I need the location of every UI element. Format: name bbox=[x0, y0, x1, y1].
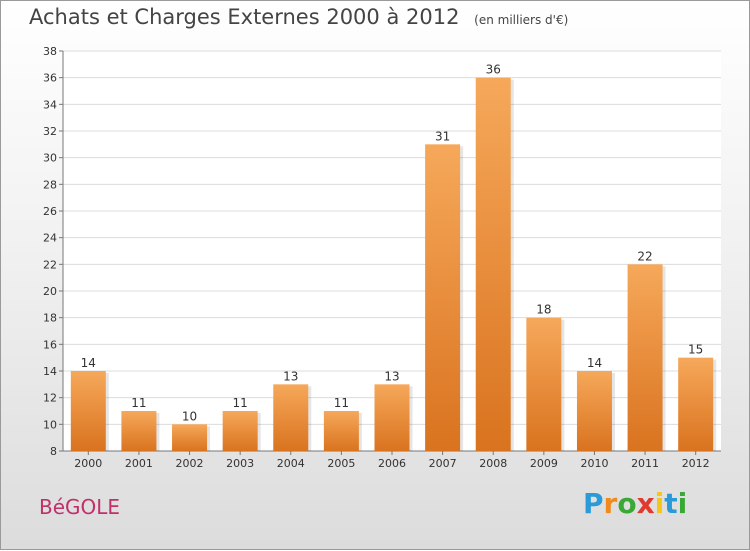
y-tick-label: 22 bbox=[43, 258, 57, 271]
bar-value-label: 22 bbox=[637, 249, 652, 263]
x-tick-label: 2006 bbox=[378, 457, 406, 470]
x-tick-label: 2007 bbox=[429, 457, 457, 470]
x-tick-label: 2004 bbox=[277, 457, 305, 470]
bar bbox=[121, 411, 157, 451]
bar-value-label: 31 bbox=[435, 129, 450, 143]
bar-value-label: 10 bbox=[182, 409, 197, 423]
bar-value-label: 36 bbox=[486, 63, 501, 77]
x-tick-label: 2008 bbox=[479, 457, 507, 470]
y-tick-label: 32 bbox=[43, 125, 57, 138]
y-tick-label: 20 bbox=[43, 285, 57, 298]
logo-letter: t bbox=[664, 487, 678, 520]
bar bbox=[374, 384, 410, 451]
y-tick-label: 14 bbox=[43, 365, 57, 378]
bar-value-label: 11 bbox=[131, 396, 146, 410]
proxiti-logo: Proxiti bbox=[583, 487, 687, 520]
place-name: BéGOLE bbox=[39, 495, 121, 519]
bar bbox=[475, 77, 511, 452]
logo-letter: i bbox=[677, 487, 688, 520]
bar-value-label: 11 bbox=[334, 396, 349, 410]
logo-letter: i bbox=[654, 487, 665, 520]
y-tick-label: 36 bbox=[43, 72, 57, 85]
bar-value-label: 14 bbox=[587, 356, 602, 370]
y-tick-label: 10 bbox=[43, 418, 57, 431]
bar-value-label: 15 bbox=[688, 343, 703, 357]
x-tick-label: 2009 bbox=[530, 457, 558, 470]
unit-note: (en milliers d'€) bbox=[474, 13, 569, 27]
logo-letter: P bbox=[583, 487, 604, 520]
bar bbox=[172, 424, 208, 451]
y-tick-label: 12 bbox=[43, 392, 57, 405]
x-tick-label: 2011 bbox=[631, 457, 659, 470]
bar bbox=[425, 144, 461, 452]
y-tick-label: 24 bbox=[43, 232, 57, 245]
bar bbox=[526, 317, 562, 451]
x-tick-label: 2003 bbox=[226, 457, 254, 470]
bar bbox=[678, 357, 714, 451]
y-tick-label: 28 bbox=[43, 178, 57, 191]
bar bbox=[576, 371, 612, 451]
y-tick-label: 16 bbox=[43, 338, 57, 351]
y-tick-label: 8 bbox=[50, 445, 57, 458]
bar bbox=[70, 371, 106, 451]
y-tick-label: 26 bbox=[43, 205, 57, 218]
x-tick-label: 2001 bbox=[125, 457, 153, 470]
y-tick-label: 34 bbox=[43, 98, 57, 111]
logo-letter: o bbox=[617, 487, 637, 520]
bar bbox=[222, 411, 258, 451]
logo-letter: x bbox=[636, 487, 655, 520]
x-tick-label: 2000 bbox=[74, 457, 102, 470]
bar bbox=[273, 384, 309, 451]
logo-letter: r bbox=[603, 487, 618, 520]
bar-value-label: 13 bbox=[384, 369, 399, 383]
bar-value-label: 14 bbox=[81, 356, 96, 370]
bar-value-label: 13 bbox=[283, 369, 298, 383]
x-tick-label: 2005 bbox=[327, 457, 355, 470]
y-tick-label: 38 bbox=[43, 45, 57, 58]
chart-title: Achats et Charges Externes 2000 à 2012 (… bbox=[29, 5, 568, 29]
bar bbox=[323, 411, 359, 451]
bar-value-label: 18 bbox=[536, 303, 551, 317]
title-text: Achats et Charges Externes 2000 à 2012 bbox=[29, 5, 460, 29]
y-tick-label: 18 bbox=[43, 312, 57, 325]
x-tick-label: 2002 bbox=[176, 457, 204, 470]
x-tick-label: 2010 bbox=[580, 457, 608, 470]
x-tick-label: 2012 bbox=[682, 457, 710, 470]
bar-value-label: 11 bbox=[233, 396, 248, 410]
y-tick-label: 30 bbox=[43, 152, 57, 165]
bar bbox=[627, 264, 663, 451]
